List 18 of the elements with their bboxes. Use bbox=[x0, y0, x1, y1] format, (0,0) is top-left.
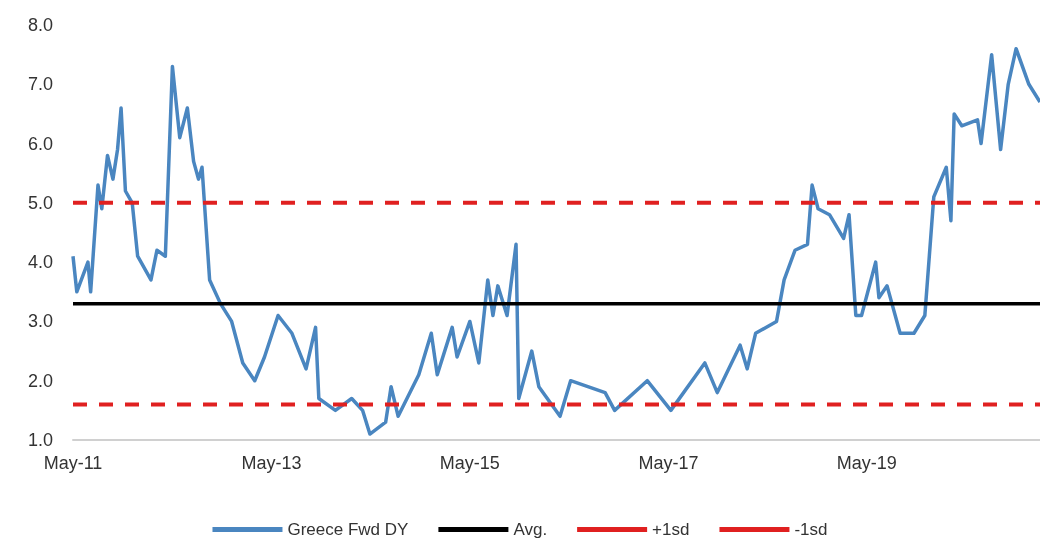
legend-label: Greece Fwd DY bbox=[287, 520, 409, 539]
line-series bbox=[71, 46, 1040, 436]
y-tick-label: 3.0 bbox=[27, 311, 53, 332]
legend-label: +1sd bbox=[652, 520, 690, 539]
y-tick-label: 1.0 bbox=[27, 430, 53, 450]
y-tick-label: 6.0 bbox=[27, 133, 53, 154]
y-tick-label: 4.0 bbox=[27, 252, 53, 273]
y-tick-label: 2.0 bbox=[27, 370, 53, 391]
x-tick-label: May-19 bbox=[836, 453, 897, 473]
x-tick-label: May-15 bbox=[439, 453, 500, 473]
x-tick-label: May-17 bbox=[638, 453, 699, 473]
y-tick-label: 8.0 bbox=[27, 15, 53, 35]
x-tick-label: May-11 bbox=[43, 453, 103, 473]
y-tick-label: 5.0 bbox=[27, 192, 53, 213]
y-tick-label: 7.0 bbox=[27, 74, 53, 95]
legend-label: Avg. bbox=[513, 520, 548, 539]
legend-label: -1sd bbox=[794, 520, 828, 539]
x-tick-label: May-13 bbox=[241, 453, 302, 473]
